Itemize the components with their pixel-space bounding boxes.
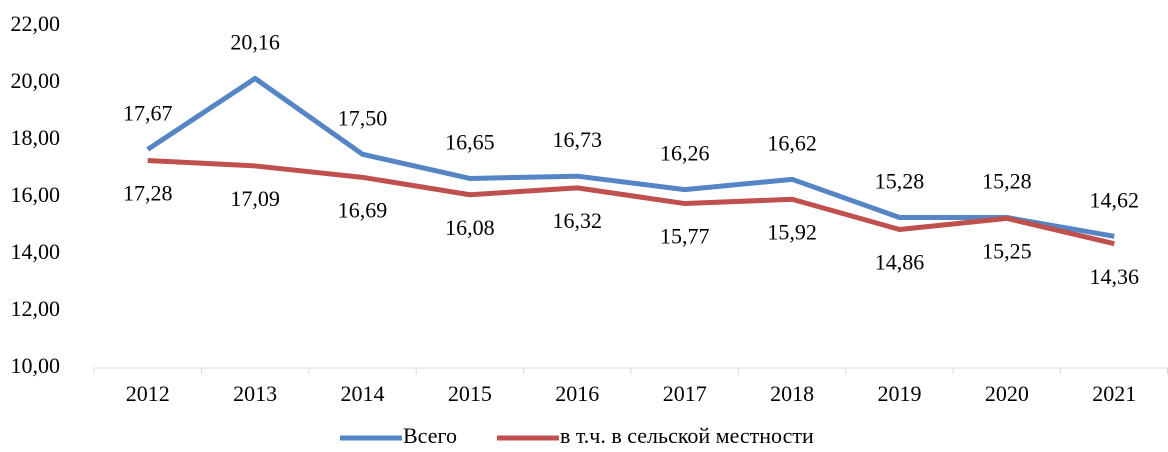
- x-tick-label: 2020: [985, 381, 1029, 406]
- data-label: 16,08: [445, 215, 495, 240]
- data-label: 16,69: [338, 197, 388, 222]
- data-label: 15,28: [982, 169, 1032, 194]
- data-label: 17,28: [123, 181, 173, 206]
- x-tick-label: 2015: [448, 381, 492, 406]
- legend-label: Всего: [403, 423, 457, 448]
- data-label: 16,73: [553, 127, 603, 152]
- x-tick-label: 2013: [233, 381, 277, 406]
- data-label: 14,36: [1090, 264, 1140, 289]
- y-tick-label: 22,00: [11, 11, 61, 36]
- series-line: [147, 158, 1115, 247]
- data-label: 14,86: [875, 250, 925, 275]
- x-tick-label: 2018: [770, 381, 814, 406]
- data-label: 16,65: [445, 130, 495, 155]
- data-label: 17,50: [338, 105, 388, 130]
- data-label: 15,77: [660, 224, 710, 249]
- y-tick-label: 12,00: [11, 296, 61, 321]
- series-line: [146, 75, 1115, 239]
- y-tick-label: 16,00: [11, 182, 61, 207]
- data-label: 15,92: [767, 219, 817, 244]
- x-tick-label: 2016: [555, 381, 599, 406]
- y-tick-label: 10,00: [11, 353, 61, 378]
- y-tick-label: 20,00: [11, 68, 61, 93]
- data-label: 16,26: [660, 141, 710, 166]
- x-tick-label: 2017: [663, 381, 707, 406]
- x-tick-label: 2021: [1092, 381, 1136, 406]
- data-label: 16,62: [767, 130, 817, 155]
- x-tick-label: 2019: [878, 381, 922, 406]
- data-label: 15,28: [875, 169, 925, 194]
- x-tick-label: 2014: [341, 381, 385, 406]
- y-tick-label: 18,00: [11, 125, 61, 150]
- data-label: 16,32: [553, 208, 603, 233]
- data-label: 15,25: [982, 238, 1032, 263]
- data-label: 17,09: [230, 186, 280, 211]
- data-label: 14,62: [1090, 187, 1140, 212]
- legend-label: в т.ч. в сельской местности: [560, 423, 814, 448]
- data-label: 20,16: [230, 29, 280, 54]
- data-label: 17,67: [123, 100, 173, 125]
- x-tick-label: 2012: [126, 381, 170, 406]
- y-tick-label: 14,00: [11, 239, 61, 264]
